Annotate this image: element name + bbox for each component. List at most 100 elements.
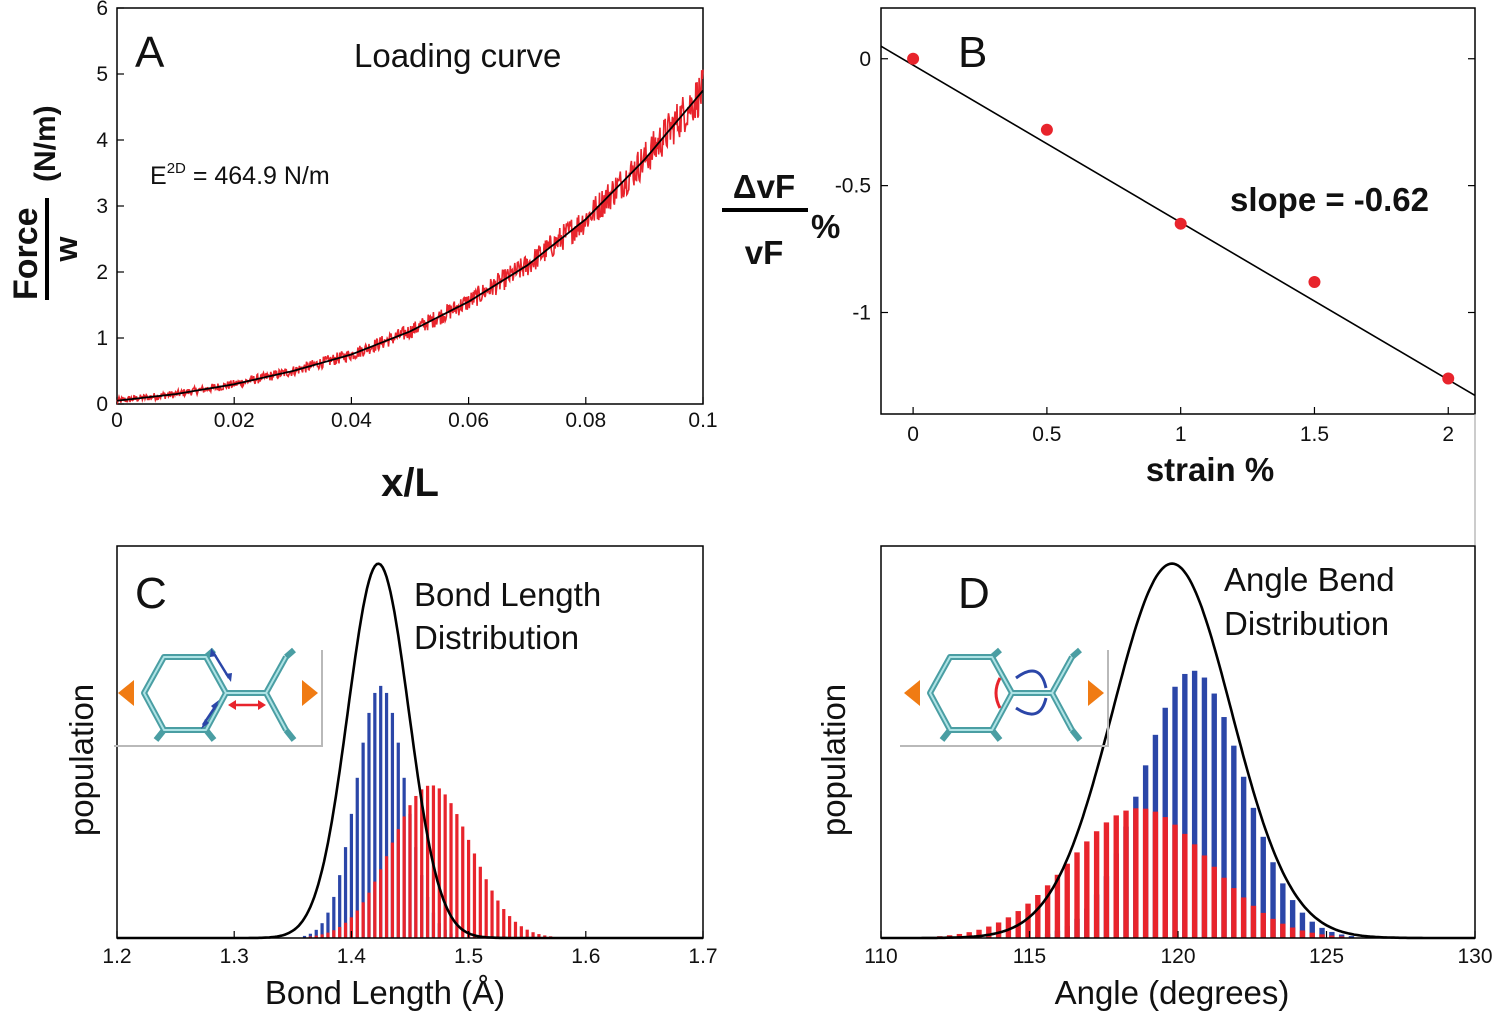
panel-c-lattice-inset bbox=[114, 647, 323, 747]
panel-c-bar-strained bbox=[484, 879, 488, 938]
panel-a-fit-series bbox=[116, 89, 704, 402]
panel-b-x-tick-label: 1 bbox=[1175, 423, 1187, 446]
panel-d-bar-unstrained bbox=[1289, 900, 1296, 938]
panel-b-data-point bbox=[1308, 276, 1321, 289]
panel-a-modulus-annotation: E2D = 464.9 N/m bbox=[150, 160, 330, 190]
panel-a-loading-curve: 0 0.02 0.04 0.06 0.08 0.1 0 1 2 3 4 5 6 A Loading c… bbox=[7, 0, 718, 505]
panel-c-bar-unstrained bbox=[361, 742, 365, 938]
panel-d-bar-unstrained bbox=[1240, 776, 1247, 938]
panel-c-bar-unstrained bbox=[349, 813, 354, 938]
panel-d-bar-unstrained bbox=[1280, 883, 1286, 938]
panel-d-bar-strained bbox=[1093, 831, 1100, 938]
panel-d-x-tick-label: 110 bbox=[864, 945, 897, 968]
panel-c-bar-strained bbox=[384, 856, 389, 938]
panel-d-x-tick-label: 115 bbox=[1013, 945, 1046, 968]
panel-c-bar-unstrained bbox=[332, 896, 336, 938]
panel-d-bar-strained bbox=[1025, 903, 1031, 938]
panel-b-y-ticks: 0 -0.5 -1 bbox=[835, 48, 1475, 325]
panel-d-bar-unstrained bbox=[1172, 686, 1178, 938]
panel-a-data bbox=[116, 69, 704, 406]
panel-c-x-tick-label: 1.6 bbox=[571, 945, 600, 968]
panel-c-bond-length: 1.2 1.3 1.4 1.5 1.6 1.7 C Bond Length Distrib… bbox=[63, 545, 718, 1011]
panel-d-bar-strained bbox=[976, 929, 982, 938]
panel-d-bar-unstrained bbox=[1182, 673, 1188, 938]
panel-d-data bbox=[881, 562, 1475, 940]
panel-a-annotation-main: E bbox=[150, 162, 167, 190]
panel-d-letter: D bbox=[958, 569, 990, 618]
panel-d-bar-strained bbox=[1240, 897, 1247, 938]
panel-a-x-label: x/L bbox=[381, 461, 439, 505]
panel-c-bar-strained bbox=[373, 881, 377, 938]
panel-c-bar-strained bbox=[308, 936, 312, 938]
panel-c-bar-strained bbox=[490, 890, 494, 938]
panel-d-bar-strained bbox=[1299, 930, 1306, 938]
panel-c-bar-unstrained bbox=[384, 692, 389, 938]
panel-c-bar-strained bbox=[478, 866, 482, 938]
panel-d-bar-unstrained bbox=[1231, 745, 1237, 938]
panel-c-bar-strained bbox=[326, 932, 330, 938]
panel-d-bar-unstrained bbox=[1309, 921, 1315, 938]
panel-b-x-tick-label: 0 bbox=[907, 423, 919, 446]
panel-d-lattice-inset bbox=[900, 647, 1109, 747]
panel-d-bar-strained bbox=[1280, 923, 1286, 938]
panel-d-bar-strained bbox=[1123, 810, 1129, 938]
panel-c-axes-frame bbox=[116, 545, 704, 939]
panel-a-simulation-series bbox=[116, 69, 704, 406]
panel-b-letter: B bbox=[958, 28, 987, 77]
panel-d-bar-unstrained bbox=[1191, 670, 1198, 938]
angle-red-arc-icon bbox=[994, 677, 1002, 709]
panel-d-bar-unstrained bbox=[1201, 677, 1208, 938]
panel-c-x-tick-label: 1.2 bbox=[102, 945, 131, 968]
panel-b-y-label-numerator: ΔvF bbox=[733, 168, 795, 205]
panel-c-bar-strained bbox=[466, 839, 471, 938]
bond-stretch-arrow-icon bbox=[228, 700, 266, 710]
panel-a-y-label: Force w (N/m) bbox=[7, 105, 84, 300]
panel-a-title: Loading curve bbox=[354, 37, 561, 74]
panel-c-x-tick-label: 1.4 bbox=[337, 945, 367, 968]
bond-rotate-arrow-icon bbox=[201, 648, 232, 729]
angle-blue-arc-lower-icon bbox=[1015, 697, 1048, 716]
panel-d-bar-unstrained bbox=[1260, 836, 1266, 938]
panel-b-y-label-denominator: vF bbox=[745, 234, 784, 271]
panel-c-x-tick-label: 1.7 bbox=[688, 945, 717, 968]
panel-c-x-tick-label: 1.5 bbox=[454, 945, 483, 968]
panel-d-x-tick-label: 120 bbox=[1160, 945, 1195, 968]
panel-c-bar-strained bbox=[525, 929, 529, 938]
panel-c-bar-strained bbox=[402, 816, 406, 938]
panel-a-y-label-denominator: w bbox=[48, 236, 84, 262]
panel-d-bar-strained bbox=[1289, 927, 1296, 938]
panel-b-y-tick-label: -1 bbox=[852, 302, 871, 325]
panel-c-bar-unstrained bbox=[373, 692, 377, 938]
right-arrow-icon bbox=[302, 680, 318, 706]
panel-a-x-tick-label: 0.06 bbox=[448, 409, 489, 432]
panel-d-bar-strained bbox=[1064, 863, 1070, 938]
panel-b-y-tick-label: -0.5 bbox=[835, 175, 871, 198]
panel-a-y-ticks: 0 1 2 3 4 5 6 bbox=[96, 0, 124, 416]
panel-b-x-tick-label: 2 bbox=[1442, 423, 1454, 446]
panel-d-bar-strained bbox=[1319, 934, 1325, 938]
panel-a-y-label-unit: (N/m) bbox=[29, 105, 62, 182]
panel-c-x-tick-label: 1.3 bbox=[220, 945, 249, 968]
panel-b-fermi-velocity: 0 0.5 1 1.5 2 0 -0.5 -1 B slope = -0.62 strain… bbox=[722, 7, 1476, 545]
panel-c-bar-strained bbox=[367, 892, 371, 938]
panel-c-bar-unstrained bbox=[390, 712, 395, 938]
panel-b-y-label: ΔvF vF % bbox=[722, 168, 840, 271]
panel-d-bar-strained bbox=[1162, 817, 1168, 938]
panel-b-y-tick-label: 0 bbox=[859, 48, 871, 71]
panel-d-x-tick-label: 130 bbox=[1457, 945, 1492, 968]
panel-d-bar-strained bbox=[1270, 918, 1276, 938]
panel-c-bar-strained bbox=[396, 829, 400, 938]
panel-c-bar-strained bbox=[425, 785, 430, 938]
panel-c-bar-unstrained bbox=[379, 685, 383, 938]
panel-c-letter: C bbox=[135, 569, 167, 618]
panel-c-bar-unstrained bbox=[338, 875, 342, 938]
panel-d-bar-strained bbox=[1191, 844, 1198, 938]
panel-d-bar-strained bbox=[1260, 912, 1266, 938]
panel-c-bar-strained bbox=[531, 932, 535, 938]
panel-a-y-tick-label: 5 bbox=[96, 63, 108, 86]
panel-b-slope-annotation: slope = -0.62 bbox=[1230, 181, 1429, 218]
panel-d-y-label: population bbox=[815, 684, 852, 836]
panel-b-x-label: strain % bbox=[1146, 451, 1274, 488]
panel-b-data-point bbox=[1442, 372, 1455, 385]
